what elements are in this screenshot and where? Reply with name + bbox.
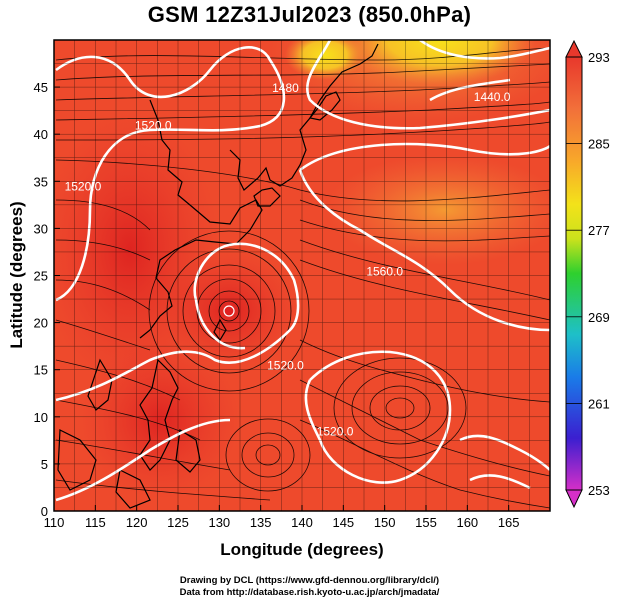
- x-tick-label: 135: [250, 515, 272, 530]
- y-tick-label: 25: [34, 269, 48, 284]
- yellow-region-north-west: [285, 40, 365, 80]
- y-tick-label: 20: [34, 316, 48, 331]
- x-tick-label: 160: [456, 515, 478, 530]
- y-tick-label: 0: [41, 504, 48, 519]
- colorbar-tick-label: 253: [588, 483, 610, 498]
- yellow-region-north: [345, 40, 535, 85]
- credits: Drawing by DCL (https://www.gfd-dennou.o…: [0, 575, 619, 599]
- typhoon-center-marker: [223, 305, 235, 317]
- colorbar-tick-label: 293: [588, 50, 610, 65]
- colorbar-ticks: 253 261 269 277 285 293: [566, 50, 610, 498]
- y-tick-label: 45: [34, 80, 48, 95]
- x-tick-label: 120: [126, 515, 148, 530]
- credit-line-1: Drawing by DCL (https://www.gfd-dennou.o…: [179, 575, 440, 586]
- y-tick-label: 35: [34, 174, 48, 189]
- colorbar-tick-label: 285: [588, 137, 610, 152]
- coastlines: [57, 43, 379, 509]
- y-axis-ticks: 0 5 10 15 20 25 30 35 40 45: [34, 80, 60, 519]
- colorbar: 253 261 269 277 285 293: [565, 39, 610, 509]
- y-tick-label: 5: [41, 457, 48, 472]
- contour-label: 1520.0: [135, 118, 172, 132]
- contour-label: 1520.0: [65, 180, 102, 194]
- contour-labels: 1440.0 1480 1520.0 1520.0 1560.0 1520.0 1520.0: [65, 81, 511, 439]
- x-tick-label: 145: [332, 515, 354, 530]
- warm-orange-region-east: [325, 155, 550, 265]
- x-tick-label: 125: [167, 515, 189, 530]
- y-tick-label: 10: [34, 410, 48, 425]
- x-tick-label: 150: [374, 515, 396, 530]
- lat-lon-grid: [54, 40, 550, 511]
- y-tick-label: 40: [34, 127, 48, 142]
- y-tick-label: 15: [34, 363, 48, 378]
- colorbar-tick-label: 277: [588, 223, 610, 238]
- colorbar-tick-label: 261: [588, 396, 610, 411]
- x-axis-label: Longitude (degrees): [220, 540, 383, 559]
- temperature-field: 1440.0 1480 1520.0 1520.0 1560.0 1520.0 1520.0: [54, 40, 550, 511]
- chart-title: GSM 12Z31Jul2023 (850.0hPa): [147, 2, 472, 27]
- contour-label: 1480: [272, 81, 299, 95]
- x-tick-label: 130: [208, 515, 230, 530]
- x-tick-label: 110: [44, 515, 65, 530]
- colorbar-body: [565, 56, 583, 491]
- x-tick-label: 165: [498, 515, 520, 530]
- colorbar-bottom-cap: [565, 489, 583, 509]
- x-tick-label: 155: [415, 515, 437, 530]
- colorbar-top-cap: [565, 39, 583, 58]
- credit-line-2: Data from http://database.rish.kyoto-u.a…: [179, 587, 440, 598]
- colorbar-tick-label: 269: [588, 310, 610, 325]
- x-axis-ticks: 110 115 120 125 130 135 140 145 150 155 160 165: [44, 505, 520, 530]
- x-tick-label: 115: [85, 515, 106, 530]
- contour-label: 1560.0: [366, 265, 403, 279]
- contour-label: 1520.0: [267, 359, 304, 373]
- y-axis-label: Latitude (degrees): [7, 201, 26, 348]
- y-tick-label: 30: [34, 221, 48, 236]
- contour-label: 1440.0: [474, 90, 511, 104]
- height-contours: [55, 40, 550, 502]
- contour-label: 1520.0: [317, 425, 354, 439]
- x-tick-label: 140: [291, 515, 313, 530]
